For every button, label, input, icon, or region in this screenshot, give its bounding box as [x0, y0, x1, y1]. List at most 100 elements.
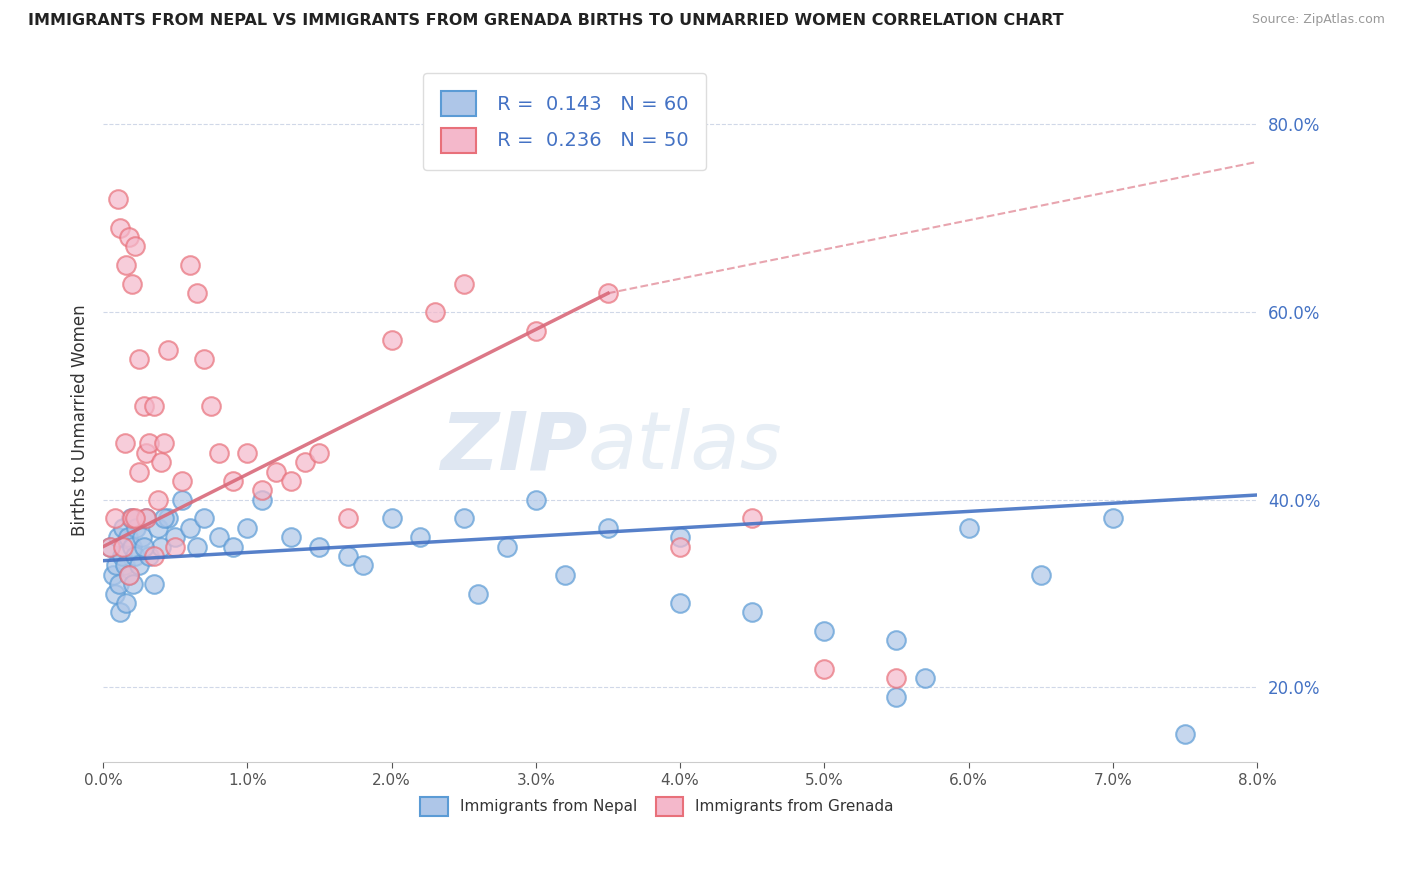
- Point: [165, 530, 187, 544]
- Point: [132, 540, 155, 554]
- Point: [152, 511, 174, 525]
- Point: [98, 540, 121, 554]
- Point: [111, 549, 134, 563]
- Point: [105, 558, 128, 573]
- Point: [222, 540, 245, 554]
- Point: [138, 436, 160, 450]
- Point: [138, 549, 160, 563]
- Point: [554, 567, 576, 582]
- Point: [128, 351, 150, 366]
- Point: [112, 521, 135, 535]
- Point: [1101, 511, 1123, 525]
- Point: [104, 511, 127, 525]
- Point: [352, 558, 374, 573]
- Point: [200, 399, 222, 413]
- Point: [179, 258, 201, 272]
- Point: [135, 511, 157, 525]
- Point: [236, 446, 259, 460]
- Point: [172, 474, 194, 488]
- Point: [280, 530, 302, 544]
- Point: [128, 558, 150, 573]
- Point: [142, 577, 165, 591]
- Text: atlas: atlas: [588, 409, 783, 486]
- Point: [207, 446, 229, 460]
- Point: [118, 567, 141, 582]
- Point: [120, 511, 142, 525]
- Point: [107, 774, 129, 789]
- Point: [114, 436, 136, 450]
- Point: [381, 333, 404, 347]
- Point: [1029, 567, 1052, 582]
- Point: [741, 511, 763, 525]
- Point: [110, 605, 132, 619]
- Point: [107, 193, 129, 207]
- Legend: Immigrants from Nepal, Immigrants from Grenada: Immigrants from Nepal, Immigrants from G…: [412, 789, 901, 823]
- Point: [409, 530, 432, 544]
- Point: [98, 540, 121, 554]
- Point: [107, 530, 129, 544]
- Point: [152, 436, 174, 450]
- Point: [914, 671, 936, 685]
- Point: [149, 455, 172, 469]
- Point: [337, 549, 360, 563]
- Point: [886, 690, 908, 704]
- Point: [596, 286, 619, 301]
- Point: [524, 324, 547, 338]
- Point: [104, 586, 127, 600]
- Text: Source: ZipAtlas.com: Source: ZipAtlas.com: [1251, 13, 1385, 27]
- Point: [125, 521, 148, 535]
- Point: [179, 521, 201, 535]
- Point: [250, 492, 273, 507]
- Point: [193, 511, 215, 525]
- Point: [114, 558, 136, 573]
- Point: [741, 605, 763, 619]
- Point: [957, 521, 980, 535]
- Point: [669, 540, 692, 554]
- Point: [813, 624, 835, 638]
- Point: [886, 633, 908, 648]
- Point: [131, 530, 153, 544]
- Point: [186, 286, 208, 301]
- Point: [467, 586, 489, 600]
- Point: [453, 277, 475, 291]
- Point: [157, 343, 180, 357]
- Text: IMMIGRANTS FROM NEPAL VS IMMIGRANTS FROM GRENADA BIRTHS TO UNMARRIED WOMEN CORRE: IMMIGRANTS FROM NEPAL VS IMMIGRANTS FROM…: [28, 13, 1064, 29]
- Point: [103, 567, 125, 582]
- Point: [115, 596, 138, 610]
- Point: [496, 540, 519, 554]
- Point: [112, 540, 135, 554]
- Point: [669, 596, 692, 610]
- Point: [128, 465, 150, 479]
- Point: [337, 511, 360, 525]
- Point: [423, 305, 446, 319]
- Point: [264, 465, 287, 479]
- Point: [121, 540, 143, 554]
- Point: [118, 230, 141, 244]
- Text: ZIP: ZIP: [440, 409, 588, 486]
- Point: [121, 511, 143, 525]
- Point: [135, 511, 157, 525]
- Point: [108, 577, 131, 591]
- Point: [110, 220, 132, 235]
- Point: [142, 399, 165, 413]
- Point: [157, 511, 180, 525]
- Point: [142, 549, 165, 563]
- Point: [669, 530, 692, 544]
- Y-axis label: Births to Unmarried Women: Births to Unmarried Women: [72, 304, 89, 536]
- Point: [207, 530, 229, 544]
- Point: [1174, 727, 1197, 741]
- Point: [250, 483, 273, 498]
- Point: [886, 671, 908, 685]
- Point: [308, 446, 330, 460]
- Point: [596, 521, 619, 535]
- Point: [172, 492, 194, 507]
- Point: [193, 351, 215, 366]
- Point: [236, 521, 259, 535]
- Point: [124, 239, 146, 253]
- Point: [132, 399, 155, 413]
- Point: [294, 455, 316, 469]
- Point: [117, 530, 139, 544]
- Point: [165, 540, 187, 554]
- Point: [149, 540, 172, 554]
- Point: [453, 511, 475, 525]
